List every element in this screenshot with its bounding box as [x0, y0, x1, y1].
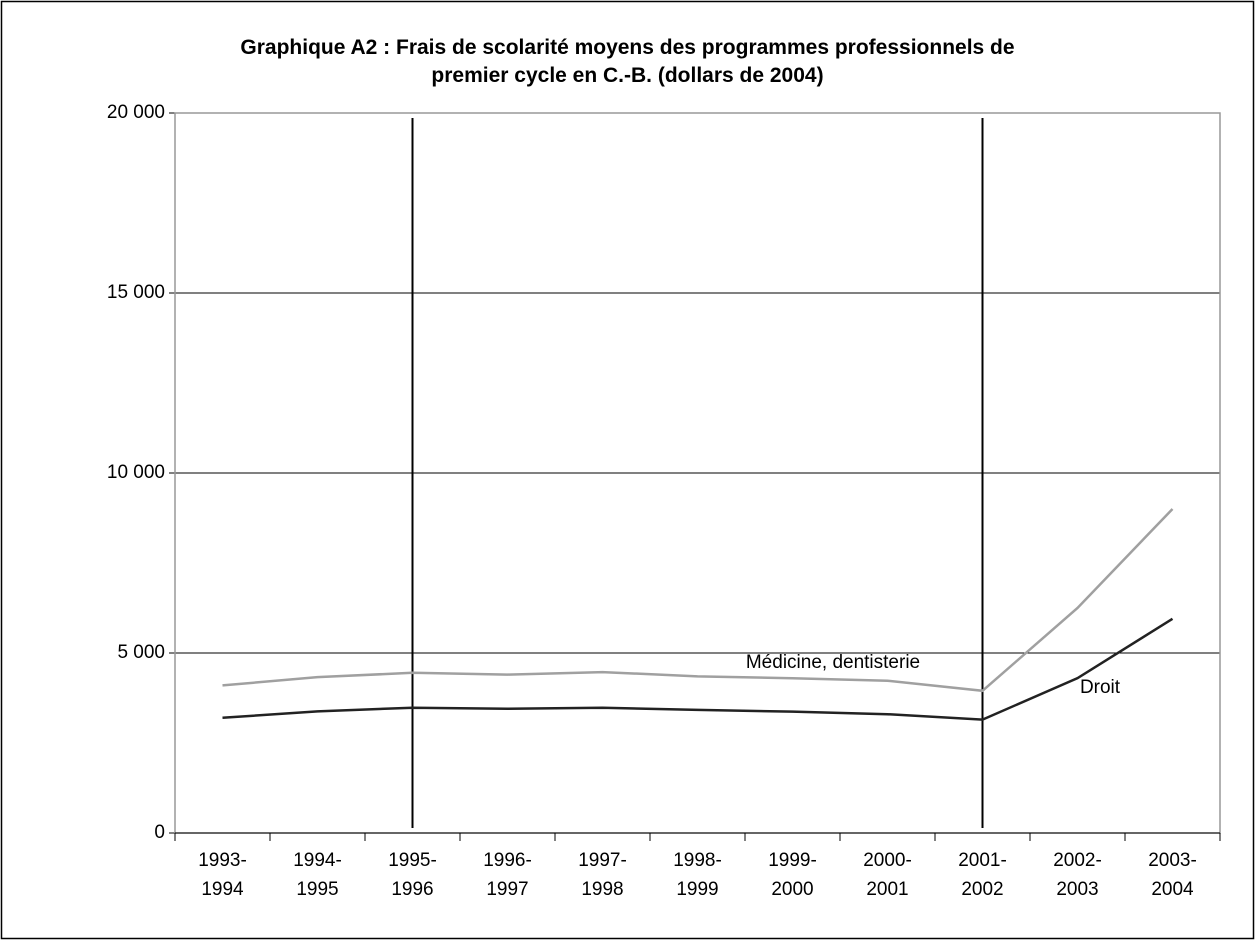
chart-title: Graphique A2 : Frais de scolarité moyens… — [240, 36, 1015, 87]
x-tick-label: 1998-1999 — [673, 850, 722, 900]
x-tick-label: 2001-2002 — [958, 850, 1007, 900]
series-line — [222, 617, 1174, 721]
x-tick-label: 2002-2003 — [1053, 850, 1102, 900]
series-label: Médicine, dentisterie — [746, 652, 920, 673]
x-tick-label: 1997-1998 — [578, 850, 627, 900]
x-tick-label: 1996-1997 — [483, 850, 532, 900]
y-tick-label: 0 — [154, 822, 165, 843]
y-tick-label: 15 000 — [107, 282, 165, 303]
y-tick-label: 10 000 — [107, 462, 165, 483]
series-line — [222, 508, 1174, 693]
x-tick-label: 1993-1994 — [198, 850, 247, 900]
series-label: Droit — [1080, 677, 1121, 698]
y-tick-label: 5 000 — [117, 642, 165, 663]
x-tick-label: 1999-2000 — [768, 850, 817, 900]
x-tick-label: 1994-1995 — [293, 850, 342, 900]
x-tick-label: 2000-2001 — [863, 850, 912, 900]
x-tick-label: 1995-1996 — [388, 850, 437, 900]
y-tick-label: 20 000 — [107, 102, 165, 123]
x-tick-label: 2003-2004 — [1148, 850, 1197, 900]
